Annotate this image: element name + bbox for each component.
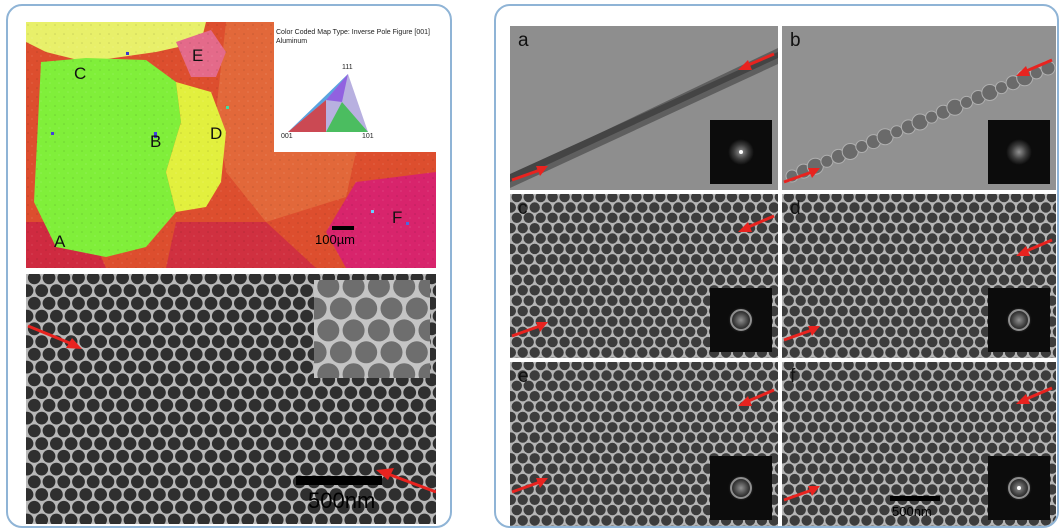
tem-panel-f: f 500nm bbox=[782, 362, 1056, 526]
tem-scale-bar bbox=[890, 496, 940, 501]
tem-panel-d: d bbox=[782, 194, 1056, 358]
tem-panel-e: e bbox=[510, 362, 778, 526]
ebsd-scale-label: 100µm bbox=[315, 232, 356, 247]
red-arrow-icon bbox=[738, 52, 775, 70]
sem-porous-image: 500nm bbox=[26, 274, 436, 524]
sem-scale-label: 500nm bbox=[308, 488, 376, 513]
red-arrow-icon bbox=[511, 478, 548, 494]
ebsd-map-graphic bbox=[26, 22, 436, 268]
ebsd-scale-bar bbox=[332, 226, 354, 230]
panel-divider-vertical bbox=[778, 26, 782, 526]
tem-panel-c: c bbox=[510, 194, 778, 358]
panel-label-a: a bbox=[518, 30, 529, 51]
triangle-label-101: 101 bbox=[362, 133, 374, 140]
grain-label-d: D bbox=[210, 124, 223, 143]
red-arrow-icon bbox=[376, 468, 436, 494]
grain-label-a: A bbox=[54, 232, 66, 251]
triangle-label-111: 111 bbox=[342, 64, 353, 71]
ebsd-legend-title: Color Coded Map Type: Inverse Pole Figur… bbox=[276, 29, 430, 36]
tem-panel-b: b bbox=[782, 26, 1056, 190]
inset-pore-pattern bbox=[314, 280, 430, 378]
sem-inset-zoom bbox=[314, 280, 430, 378]
ebsd-legend-material: Aluminum bbox=[276, 38, 308, 45]
fft-inset bbox=[710, 456, 772, 520]
red-arrow-icon bbox=[27, 324, 82, 349]
red-arrow-icon bbox=[738, 388, 775, 406]
red-arrow-icon bbox=[1016, 386, 1053, 404]
grain-label-f: F bbox=[392, 208, 403, 227]
panel-label-e: e bbox=[518, 366, 529, 387]
panel-label-b: b bbox=[790, 30, 801, 51]
grain-label-c: C bbox=[74, 64, 87, 83]
tem-panel-a: a bbox=[510, 26, 778, 190]
sem-scale-bar bbox=[296, 476, 382, 485]
panel-label-f: f bbox=[790, 366, 796, 387]
red-arrow-icon bbox=[511, 166, 548, 182]
panel-label-d: d bbox=[790, 198, 801, 219]
left-figure-frame: Color Coded Map Type: Inverse Pole Figur… bbox=[6, 4, 452, 528]
grain-label-e: E bbox=[192, 46, 204, 65]
red-arrow-icon bbox=[1016, 238, 1053, 256]
fft-inset bbox=[988, 288, 1050, 352]
fft-inset bbox=[988, 120, 1050, 184]
red-arrow-icon bbox=[1016, 58, 1053, 76]
nanowire-single bbox=[510, 48, 778, 188]
ebsd-orientation-map: Color Coded Map Type: Inverse Pole Figur… bbox=[26, 22, 436, 268]
red-arrow-icon bbox=[783, 168, 820, 184]
red-arrow-icon bbox=[783, 326, 820, 342]
triangle-label-001: 001 bbox=[281, 133, 293, 140]
fft-inset bbox=[710, 288, 772, 352]
tem-scale-label: 500nm bbox=[892, 504, 932, 519]
red-arrow-icon bbox=[738, 214, 775, 232]
grain-label-b: B bbox=[150, 132, 162, 151]
fft-inset bbox=[710, 120, 772, 184]
panel-label-c: c bbox=[518, 198, 528, 219]
right-figure-frame: a b c bbox=[494, 4, 1059, 528]
red-arrow-icon bbox=[511, 322, 548, 338]
fft-inset bbox=[988, 456, 1050, 520]
red-arrow-icon bbox=[783, 486, 820, 502]
